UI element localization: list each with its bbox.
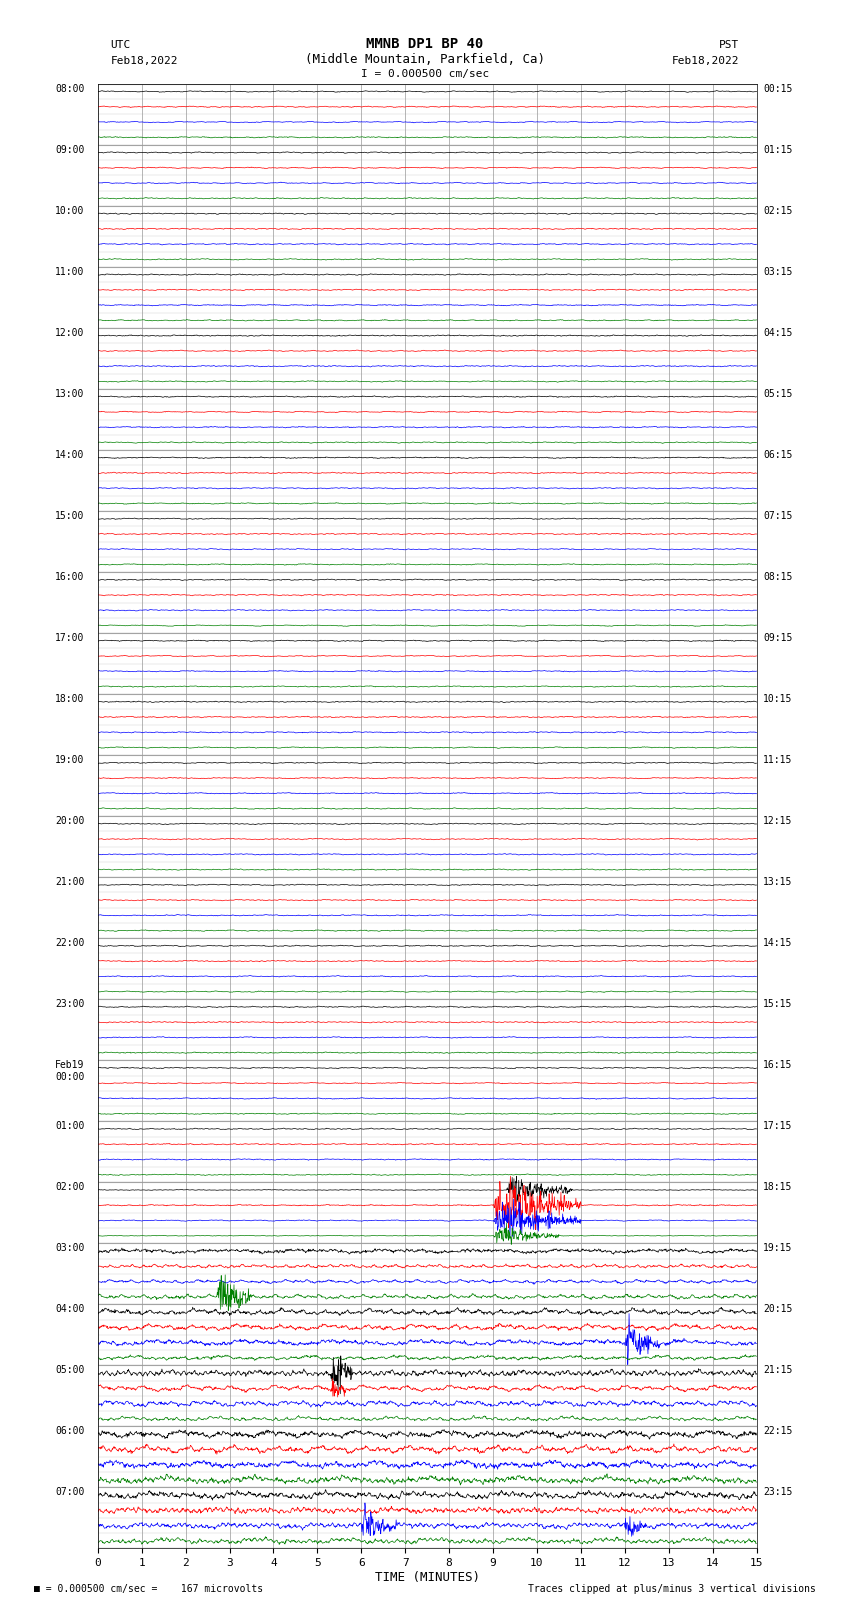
- Text: 23:15: 23:15: [763, 1487, 792, 1497]
- Text: 11:00: 11:00: [55, 266, 84, 277]
- Text: 08:15: 08:15: [763, 573, 792, 582]
- Text: 07:00: 07:00: [55, 1487, 84, 1497]
- Text: 03:00: 03:00: [55, 1244, 84, 1253]
- Text: Feb19
00:00: Feb19 00:00: [55, 1060, 84, 1082]
- Text: 03:15: 03:15: [763, 266, 792, 277]
- Text: 06:00: 06:00: [55, 1426, 84, 1437]
- Text: Traces clipped at plus/minus 3 vertical divisions: Traces clipped at plus/minus 3 vertical …: [528, 1584, 816, 1594]
- Text: 16:15: 16:15: [763, 1060, 792, 1071]
- Text: 18:00: 18:00: [55, 694, 84, 705]
- Text: PST: PST: [719, 40, 740, 50]
- Text: MMNB DP1 BP 40: MMNB DP1 BP 40: [366, 37, 484, 52]
- Text: 09:15: 09:15: [763, 632, 792, 644]
- Text: 17:15: 17:15: [763, 1121, 792, 1131]
- Text: 22:15: 22:15: [763, 1426, 792, 1437]
- Text: 05:00: 05:00: [55, 1365, 84, 1376]
- Text: 10:15: 10:15: [763, 694, 792, 705]
- Text: 12:00: 12:00: [55, 327, 84, 339]
- X-axis label: TIME (MINUTES): TIME (MINUTES): [375, 1571, 479, 1584]
- Text: Feb18,2022: Feb18,2022: [672, 56, 740, 66]
- Text: 10:00: 10:00: [55, 206, 84, 216]
- Text: ■ = 0.000500 cm/sec =    167 microvolts: ■ = 0.000500 cm/sec = 167 microvolts: [34, 1584, 264, 1594]
- Text: 16:00: 16:00: [55, 573, 84, 582]
- Text: 05:15: 05:15: [763, 389, 792, 398]
- Text: 07:15: 07:15: [763, 511, 792, 521]
- Text: 13:15: 13:15: [763, 877, 792, 887]
- Text: 15:00: 15:00: [55, 511, 84, 521]
- Text: 13:00: 13:00: [55, 389, 84, 398]
- Text: 23:00: 23:00: [55, 998, 84, 1010]
- Text: 04:15: 04:15: [763, 327, 792, 339]
- Text: Feb18,2022: Feb18,2022: [110, 56, 178, 66]
- Text: 02:00: 02:00: [55, 1182, 84, 1192]
- Text: 00:15: 00:15: [763, 84, 792, 94]
- Text: 19:00: 19:00: [55, 755, 84, 765]
- Text: 22:00: 22:00: [55, 939, 84, 948]
- Text: UTC: UTC: [110, 40, 131, 50]
- Text: 04:00: 04:00: [55, 1305, 84, 1315]
- Text: 21:15: 21:15: [763, 1365, 792, 1376]
- Text: 20:00: 20:00: [55, 816, 84, 826]
- Text: 20:15: 20:15: [763, 1305, 792, 1315]
- Text: I = 0.000500 cm/sec: I = 0.000500 cm/sec: [361, 69, 489, 79]
- Text: 15:15: 15:15: [763, 998, 792, 1010]
- Text: 17:00: 17:00: [55, 632, 84, 644]
- Text: 11:15: 11:15: [763, 755, 792, 765]
- Text: 18:15: 18:15: [763, 1182, 792, 1192]
- Text: 06:15: 06:15: [763, 450, 792, 460]
- Text: 02:15: 02:15: [763, 206, 792, 216]
- Text: 08:00: 08:00: [55, 84, 84, 94]
- Text: 12:15: 12:15: [763, 816, 792, 826]
- Text: 14:00: 14:00: [55, 450, 84, 460]
- Text: (Middle Mountain, Parkfield, Ca): (Middle Mountain, Parkfield, Ca): [305, 53, 545, 66]
- Text: 09:00: 09:00: [55, 145, 84, 155]
- Text: 19:15: 19:15: [763, 1244, 792, 1253]
- Text: 14:15: 14:15: [763, 939, 792, 948]
- Text: 01:00: 01:00: [55, 1121, 84, 1131]
- Text: 21:00: 21:00: [55, 877, 84, 887]
- Text: 01:15: 01:15: [763, 145, 792, 155]
